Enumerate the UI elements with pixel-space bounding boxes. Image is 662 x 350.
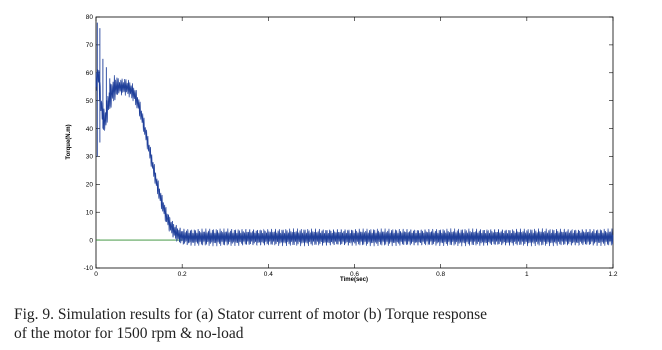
x-tick-label: 0.6 (350, 271, 359, 278)
y-tick-label: 0 (89, 237, 93, 244)
y-tick-label: 60 (86, 70, 94, 77)
x-tick-label: 0.4 (264, 271, 273, 278)
y-tick-label: 10 (86, 209, 94, 216)
caption-line-1: Fig. 9. Simulation results for (a) Stato… (14, 306, 488, 323)
y-tick-label: 30 (86, 154, 94, 161)
plot-area (95, 16, 614, 269)
x-axis-label: Time(sec) (340, 277, 368, 283)
x-tick-label: 0 (94, 271, 98, 278)
torque-series-line (95, 69, 614, 247)
y-axis-label: Torque(N.m) (66, 124, 72, 159)
caption-line-2: of the motor for 1500 rpm & no-load (14, 325, 244, 342)
y-tick-label: 20 (86, 182, 94, 189)
x-tick-label: 0.8 (436, 271, 445, 278)
y-tick-label: 50 (86, 98, 94, 105)
figure: -10 0 10 20 30 40 50 60 70 80 0 0.2 0.4 0.6 0.8 1 1.2 T… (66, 14, 618, 283)
x-tick-label: 1.2 (608, 271, 617, 278)
x-tick-label: 0.2 (178, 271, 187, 278)
y-tick-label: 70 (86, 42, 94, 49)
figure-caption: Fig. 9. Simulation results for (a) Stato… (14, 305, 659, 343)
y-tick-label: 40 (86, 126, 94, 133)
y-tick-label: 80 (86, 14, 94, 21)
y-tick-label: -10 (84, 265, 94, 272)
x-tick-label: 1 (525, 271, 529, 278)
